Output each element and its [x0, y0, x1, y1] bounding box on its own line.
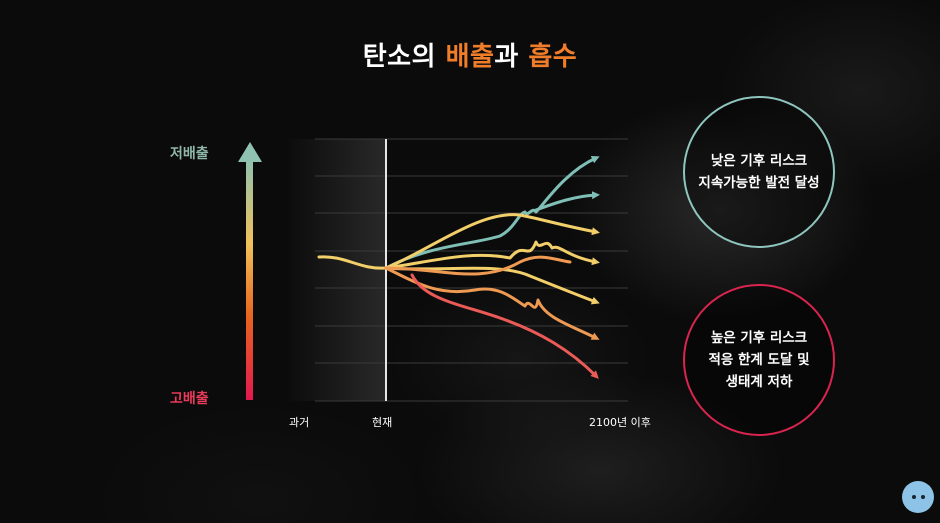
y-axis-top-label: 저배출: [170, 146, 209, 162]
pathway-yellow-2: [384, 240, 600, 270]
x-axis-past-label: 과거: [289, 416, 310, 429]
y-axis-bottom-label: 고배출: [170, 391, 209, 407]
pathway-teal-branch: [534, 191, 600, 212]
low-risk-outcome-text: 낮은 기후 리스크 지속가능한 발전 달성: [698, 153, 820, 191]
mascot-eye-right: [921, 495, 925, 499]
title-part-2: 배출: [445, 42, 495, 72]
high-risk-outcome-circle: 높은 기후 리스크 적응 한계 도달 및 생태계 저하: [683, 284, 835, 436]
gridlines: [315, 138, 628, 402]
gradient-up-arrow-icon: [238, 142, 262, 400]
title-part-4: 흡수: [528, 42, 578, 72]
pathway-red: [410, 273, 599, 379]
mascot-eye-left: [912, 495, 916, 499]
page-title: 탄소의 배출과 흡수: [0, 36, 940, 73]
past-trajectory: [317, 255, 388, 270]
x-axis-present-label: 현재: [372, 416, 393, 429]
high-risk-outcome-text: 높은 기후 리스크 적응 한계 도달 및 생태계 저하: [708, 330, 810, 390]
low-risk-outcome-circle: 낮은 기후 리스크 지속가능한 발전 달성: [683, 96, 835, 248]
pathway-orange-2: [384, 266, 600, 340]
title-part-3: 과: [494, 42, 529, 72]
mascot-icon: [902, 481, 934, 513]
pathway-teal-main: [384, 156, 600, 270]
pathway-orange-1: [384, 255, 572, 276]
x-axis-future-label: 2100년 이후: [589, 416, 651, 429]
title-part-1: 탄소의: [362, 42, 446, 72]
pathway-yellow-3: [384, 266, 600, 305]
pathway-yellow-1: [384, 213, 600, 270]
past-region: [285, 139, 385, 401]
